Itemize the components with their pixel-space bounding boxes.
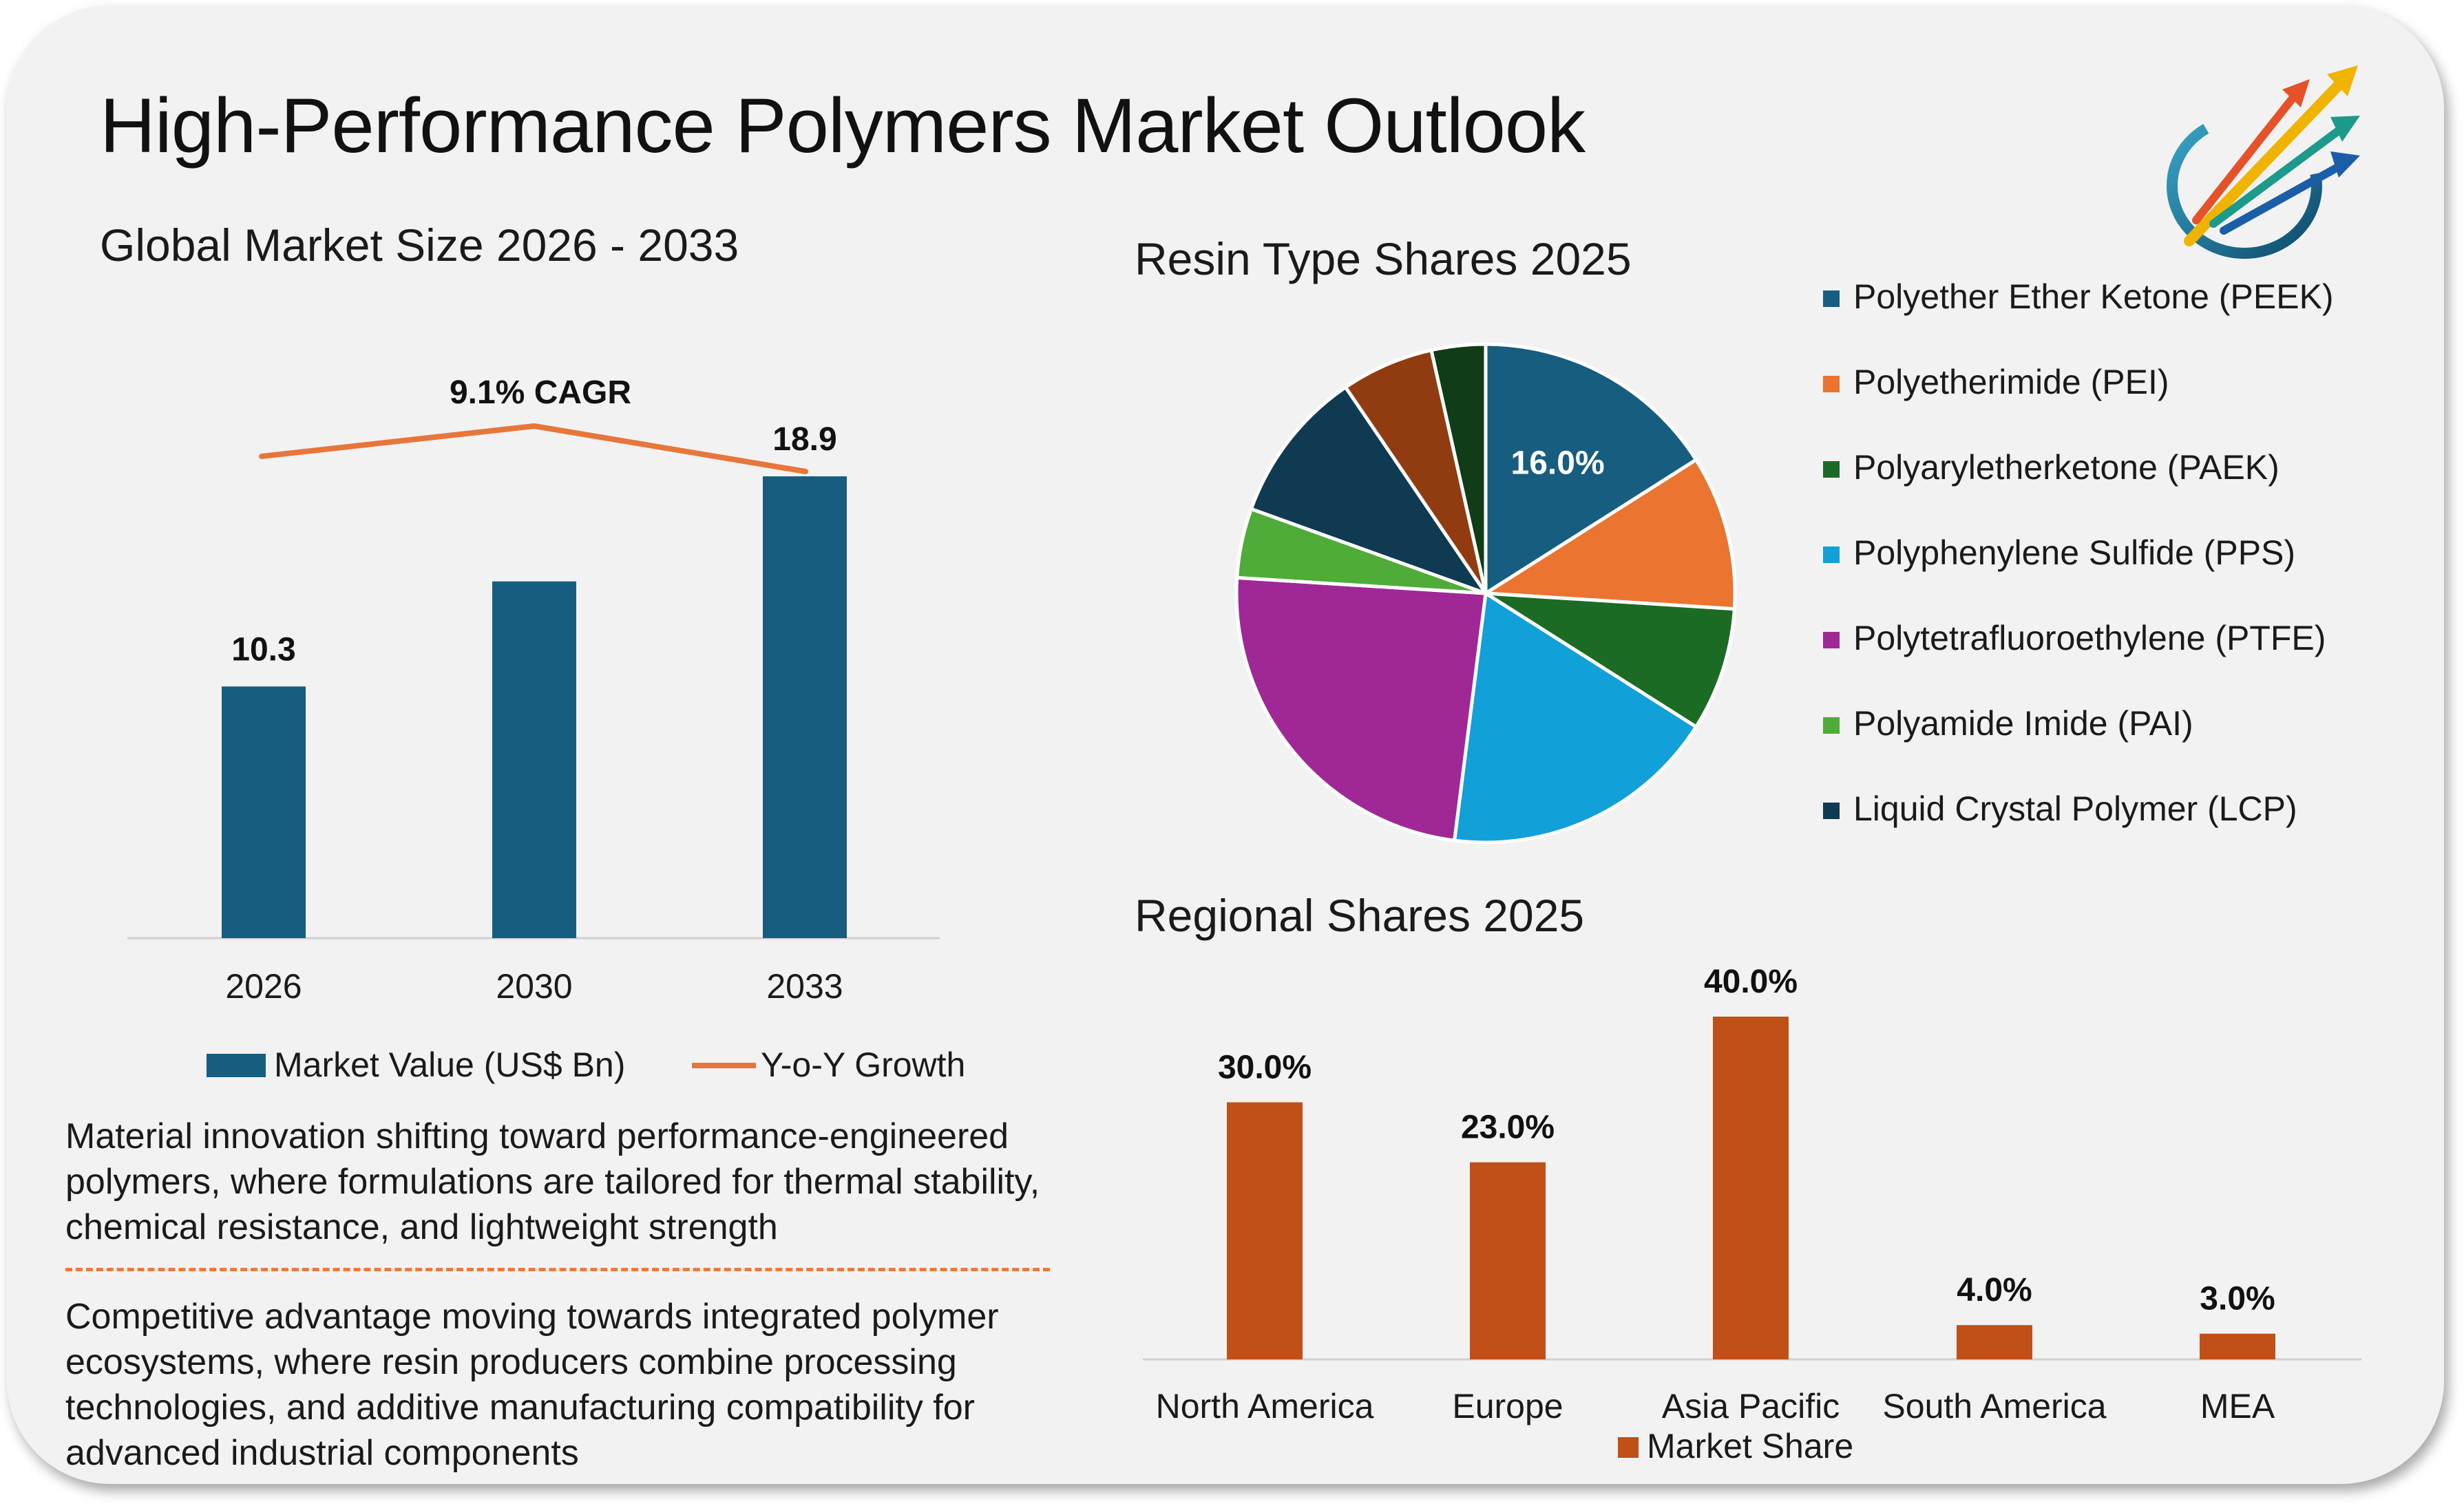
page-title: High-Performance Polymers Market Outlook (100, 83, 1586, 169)
resin-legend-label: Polyamide Imide (PAI) (1853, 704, 2193, 743)
resin-legend-swatch (1823, 803, 1840, 819)
insight-text-1: Material innovation shifting toward perf… (65, 1116, 1040, 1247)
regional-shares-subtitle: Regional Shares 2025 (1135, 890, 1585, 941)
resin-legend-item: Polyetherimide (PEI) (1818, 359, 2423, 405)
resin-legend-item: Liquid Crystal Polymer (LCP) (1818, 786, 2423, 831)
resin-shares-subtitle: Resin Type Shares 2025 (1135, 233, 1632, 284)
resin-legend-label: Polyether Ether Ketone (PEEK) (1853, 277, 2334, 316)
resin-legend-label: Polyaryletherketone (PAEK) (1853, 448, 2279, 487)
resin-legend-swatch (1823, 290, 1840, 307)
resin-legend-label: Polyphenylene Sulfide (PPS) (1853, 533, 2296, 572)
resin-legend-item: Polyamide Imide (PAI) (1818, 701, 2423, 746)
market-size-subtitle: Global Market Size 2026 - 2033 (100, 220, 739, 271)
resin-legend-item: Polyphenylene Sulfide (PPS) (1818, 530, 2423, 575)
resin-legend-item: Polyaryletherketone (PAEK) (1818, 445, 2423, 490)
resin-legend-swatch (1823, 717, 1840, 734)
infographic-card (7, 6, 2444, 1484)
resin-legend-item: Polytetrafluoroethylene (PTFE) (1818, 615, 2423, 661)
growth-arrows-logo-icon (2167, 65, 2360, 259)
resin-legend-swatch (1823, 376, 1840, 392)
insight-text-2: Competitive advantage moving towards int… (65, 1297, 999, 1473)
resin-legend-item: Polyether Ether Ketone (PEEK) (1818, 274, 2423, 319)
insight-divider (65, 1268, 1050, 1271)
resin-legend-label: Liquid Crystal Polymer (LCP) (1853, 789, 2297, 828)
resin-legend-label: Polytetrafluoroethylene (PTFE) (1853, 619, 2326, 657)
resin-legend-swatch (1823, 461, 1840, 478)
resin-legend-swatch (1823, 547, 1840, 563)
resin-legend-label: Polyetherimide (PEI) (1853, 363, 2169, 401)
resin-legend-swatch (1823, 632, 1840, 648)
